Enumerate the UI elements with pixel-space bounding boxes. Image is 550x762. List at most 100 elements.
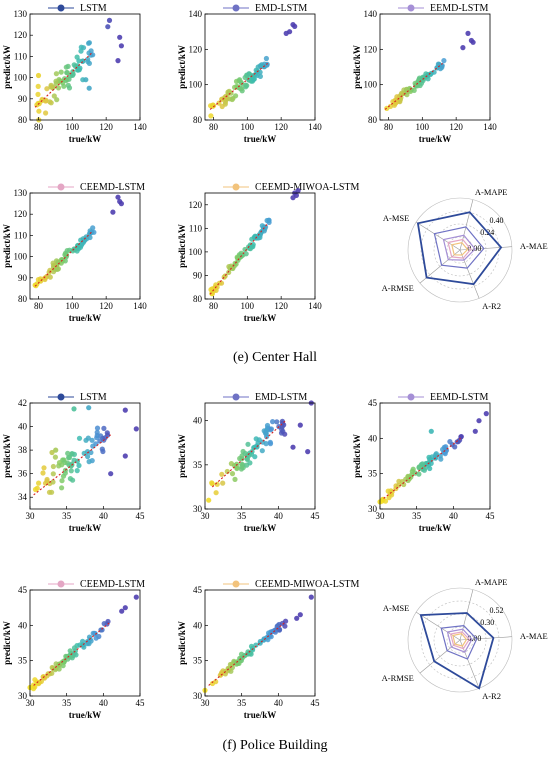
radar-axis-label: A-MAPE	[475, 577, 508, 587]
data-point	[53, 78, 59, 84]
data-point	[443, 444, 449, 450]
data-point	[55, 85, 62, 91]
data-point	[32, 677, 38, 683]
data-point	[71, 645, 78, 651]
data-point	[270, 419, 276, 425]
x-tick-label: 40	[99, 698, 109, 708]
x-tick-label: 140	[308, 122, 322, 132]
legend-label: CEEMD-LSTM	[80, 579, 145, 590]
data-point	[67, 648, 73, 654]
data-point	[428, 460, 434, 466]
x-axis-label: true/kW	[244, 710, 277, 720]
data-point	[70, 477, 76, 483]
data-point	[397, 99, 403, 105]
data-point	[88, 52, 94, 58]
legend-label: LSTM	[80, 392, 107, 403]
radar-axis-label: A-RMSE	[382, 673, 414, 683]
x-axis-label: true/kW	[419, 134, 452, 144]
x-tick-label: 80	[209, 301, 219, 311]
data-point	[483, 411, 489, 417]
data-point	[106, 17, 113, 23]
data-point	[391, 102, 397, 108]
data-point	[220, 480, 226, 486]
data-point	[99, 627, 105, 633]
legend-marker	[57, 393, 65, 401]
data-point	[53, 71, 60, 77]
data-point	[85, 435, 91, 441]
x-tick-label: 120	[274, 301, 288, 311]
data-point	[421, 467, 427, 473]
radar-series-ceemd-miwoa-lstm	[452, 633, 468, 647]
data-point	[76, 462, 82, 469]
y-axis-label: predict/kW	[352, 45, 362, 89]
data-point	[305, 449, 311, 455]
radar-axis-label: A-MSE	[383, 603, 409, 613]
data-point	[88, 48, 94, 54]
y-tick-label: 35	[193, 460, 203, 470]
data-point	[244, 456, 250, 462]
x-tick-label: 45	[136, 511, 146, 521]
data-point	[47, 267, 53, 273]
data-point	[49, 449, 55, 456]
y-axis-label: predict/kW	[2, 45, 12, 89]
radar-axis-label: A-MAE	[520, 631, 548, 641]
data-point	[229, 471, 236, 477]
radar-axis-label: A-MAE	[520, 241, 548, 251]
data-point	[470, 39, 476, 45]
data-point	[86, 40, 92, 46]
x-tick-label: 80	[34, 301, 44, 311]
data-point	[447, 439, 453, 445]
data-point	[75, 67, 81, 73]
data-point	[101, 425, 107, 431]
data-point	[419, 461, 426, 467]
data-point	[398, 91, 404, 97]
legend-marker	[57, 183, 65, 191]
scatter-panel-f-9: CEEMD-LSTM 30 35 40 45 30 35 40 45 true/kW predict…	[2, 579, 145, 720]
data-point	[420, 78, 426, 84]
data-point	[50, 262, 57, 269]
data-point	[206, 497, 212, 503]
y-tick-label: 40	[368, 433, 378, 443]
data-point	[42, 276, 48, 283]
y-tick-label: 40	[193, 620, 203, 630]
data-point	[62, 252, 68, 258]
radar-grid-ring	[446, 236, 474, 264]
data-point	[51, 93, 57, 99]
radar-axis-label: A-MAPE	[475, 187, 508, 197]
data-point	[71, 62, 77, 68]
x-tick-label: 40	[449, 511, 459, 521]
y-tick-label: 35	[18, 656, 28, 666]
radar-series-eemd-lstm	[446, 628, 473, 653]
caption-f: (f) Police Building	[0, 738, 550, 754]
data-point	[253, 67, 259, 73]
data-point	[35, 91, 41, 97]
y-tick-label: 110	[14, 51, 28, 61]
y-axis-label: predict/kW	[352, 434, 362, 478]
x-tick-label: 45	[311, 511, 321, 521]
data-point	[454, 439, 460, 445]
data-point	[59, 478, 65, 484]
data-point	[81, 237, 87, 243]
radar-tick-label: 0.52	[489, 606, 503, 615]
data-point	[465, 30, 471, 36]
x-tick-label: 100	[416, 122, 430, 132]
data-point	[86, 405, 92, 411]
fit-line	[384, 63, 443, 110]
x-tick-label: 30	[201, 698, 211, 708]
data-point	[40, 470, 46, 476]
radar-axis-label: A-R2	[482, 691, 501, 701]
x-tick-label: 45	[486, 511, 496, 521]
y-tick-label: 30	[193, 504, 203, 514]
x-tick-label: 40	[99, 511, 109, 521]
legend-label: CEEMD-MIWOA-LSTM	[255, 182, 360, 193]
data-point	[433, 452, 439, 458]
x-tick-label: 120	[99, 301, 113, 311]
y-tick-label: 110	[14, 230, 28, 240]
data-point	[86, 459, 92, 465]
y-tick-label: 100	[189, 80, 203, 90]
data-point	[283, 618, 289, 624]
x-axis-label: true/kW	[244, 523, 277, 533]
data-point	[122, 605, 128, 611]
x-tick-label: 100	[66, 122, 80, 132]
